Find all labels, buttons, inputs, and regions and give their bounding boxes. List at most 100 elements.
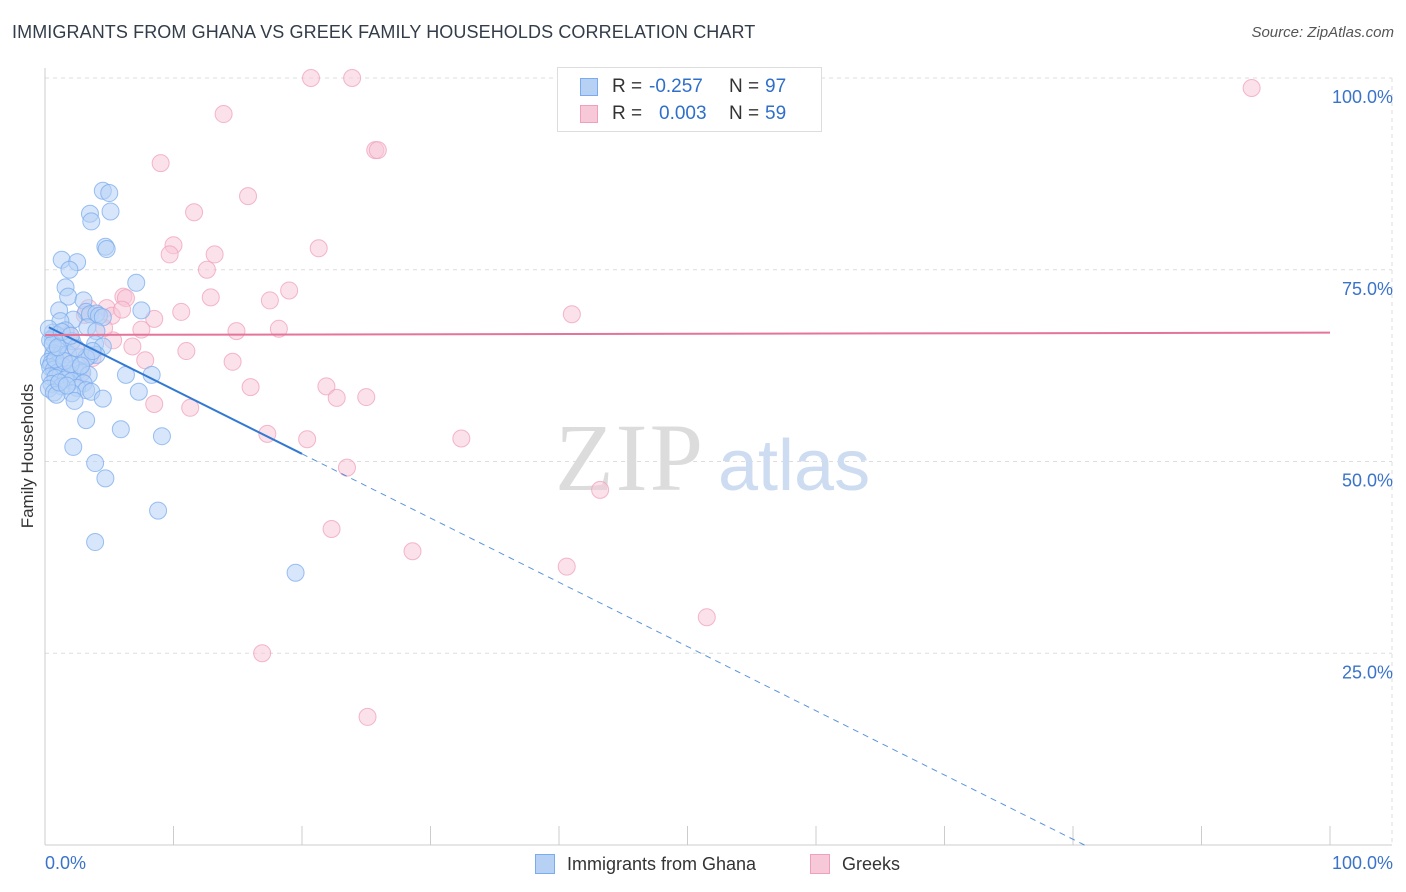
watermark-atlas: atlas	[718, 426, 870, 506]
data-point-greeks	[697, 608, 716, 627]
legend-r-label: R =	[612, 76, 643, 97]
bottom-legend-ghana: Immigrants from Ghana	[535, 852, 756, 876]
y-tick-label: 75.0%	[1342, 279, 1393, 299]
data-point-greeks	[280, 281, 299, 300]
data-point-greeks	[201, 288, 220, 307]
data-point-ghana	[57, 376, 76, 395]
legend-n-label: N =	[729, 103, 760, 124]
data-point-ghana	[132, 301, 151, 320]
y-tick-label: 25.0%	[1342, 662, 1393, 682]
data-point-ghana	[111, 420, 130, 439]
bottom-legend-greeks: Greeks	[810, 852, 900, 876]
legend-n-value-greeks: 59	[765, 103, 787, 124]
data-point-ghana	[60, 260, 79, 279]
y-tick-label: 50.0%	[1342, 471, 1393, 491]
legend-r-label: R =	[612, 103, 643, 124]
data-point-ghana	[77, 411, 96, 430]
data-point-greeks	[239, 187, 258, 206]
data-point-greeks	[269, 319, 288, 338]
data-point-greeks	[214, 105, 233, 124]
data-point-ghana	[96, 469, 115, 488]
data-point-ghana	[93, 389, 112, 408]
data-point-greeks	[591, 480, 610, 499]
x-tick-label-max: 100.0%	[1332, 853, 1393, 873]
data-point-greeks	[227, 322, 246, 341]
data-point-ghana	[127, 273, 146, 292]
data-point-greeks	[113, 300, 132, 319]
watermark-zip: ZIP	[555, 404, 705, 511]
data-point-greeks	[562, 305, 581, 324]
data-point-greeks	[185, 203, 204, 222]
data-point-greeks	[181, 398, 200, 417]
data-point-greeks	[309, 239, 328, 258]
data-point-greeks	[223, 352, 242, 371]
data-point-greeks	[317, 377, 336, 396]
trendline-ghana-extension	[301, 453, 1085, 846]
correlation-legend: R = -0.257 N = 97 R = 0.003 N = 59	[557, 67, 822, 132]
data-point-greeks	[298, 430, 317, 449]
trendline-greeks	[44, 331, 1331, 336]
bottom-legend-swatch-ghana	[535, 854, 555, 874]
data-point-greeks	[403, 542, 422, 561]
y-axis-label: Family Households	[18, 383, 37, 529]
data-point-ghana	[86, 533, 105, 552]
bottom-legend-label-ghana: Immigrants from Ghana	[567, 853, 757, 874]
data-point-greeks	[1242, 78, 1261, 97]
data-point-greeks	[160, 245, 179, 264]
y-tick-label: 100.0%	[1332, 87, 1393, 107]
data-point-ghana	[152, 427, 171, 446]
legend-r-value-ghana: -0.257	[649, 76, 703, 97]
data-point-greeks	[145, 309, 164, 328]
data-point-greeks	[301, 69, 320, 87]
data-point-ghana	[86, 454, 105, 473]
legend-row-greeks: R = 0.003 N = 59	[580, 101, 786, 127]
data-point-greeks	[123, 337, 142, 356]
data-point-ghana	[71, 356, 90, 375]
data-point-greeks	[241, 378, 260, 397]
data-point-greeks	[357, 388, 376, 407]
data-point-greeks	[253, 644, 272, 663]
data-point-greeks	[322, 519, 341, 538]
legend-swatch-greeks	[580, 105, 598, 123]
data-point-greeks	[452, 429, 471, 448]
data-point-ghana	[82, 212, 101, 231]
data-point-greeks	[368, 141, 387, 160]
chart-title: IMMIGRANTS FROM GHANA VS GREEK FAMILY HO…	[12, 22, 756, 42]
bottom-legend-swatch-greeks	[810, 854, 830, 874]
trendline-ghana	[48, 326, 303, 455]
data-point-ghana	[64, 437, 83, 456]
data-point-ghana	[149, 501, 168, 520]
points-layer	[39, 69, 1261, 726]
watermark: ZIP atlas	[555, 404, 870, 511]
legend-r-value-greeks: 0.003	[659, 103, 707, 124]
tick-labels: 100.0% 75.0% 50.0% 25.0% 0.0% 100.0%	[45, 87, 1393, 873]
data-point-greeks	[343, 69, 362, 87]
legend-row-ghana: R = -0.257 N = 97	[580, 74, 786, 100]
data-point-ghana	[65, 391, 84, 410]
bottom-legend-label-greeks: Greeks	[842, 853, 901, 874]
data-point-greeks	[197, 260, 216, 279]
data-point-ghana	[101, 202, 120, 221]
data-point-greeks	[557, 557, 576, 576]
data-point-greeks	[177, 342, 196, 361]
legend-n-label: N =	[729, 76, 760, 97]
source-label: Source: ZipAtlas.com	[1251, 24, 1394, 41]
data-point-greeks	[327, 388, 346, 407]
axis-layer	[44, 68, 1392, 846]
legend-swatch-ghana	[580, 78, 598, 96]
data-point-greeks	[205, 245, 224, 264]
data-point-ghana	[286, 563, 305, 582]
x-tick-label-min: 0.0%	[45, 853, 86, 873]
data-point-greeks	[145, 394, 164, 413]
data-point-greeks	[337, 458, 356, 477]
data-point-greeks	[172, 302, 191, 321]
data-point-greeks	[151, 154, 170, 173]
data-point-ghana	[129, 382, 148, 401]
data-point-ghana	[97, 240, 116, 259]
trend-layer	[44, 326, 1331, 846]
data-point-greeks	[358, 707, 377, 726]
data-point-greeks	[260, 291, 279, 310]
legend-n-value-ghana: 97	[765, 76, 787, 97]
data-point-ghana	[100, 184, 119, 203]
